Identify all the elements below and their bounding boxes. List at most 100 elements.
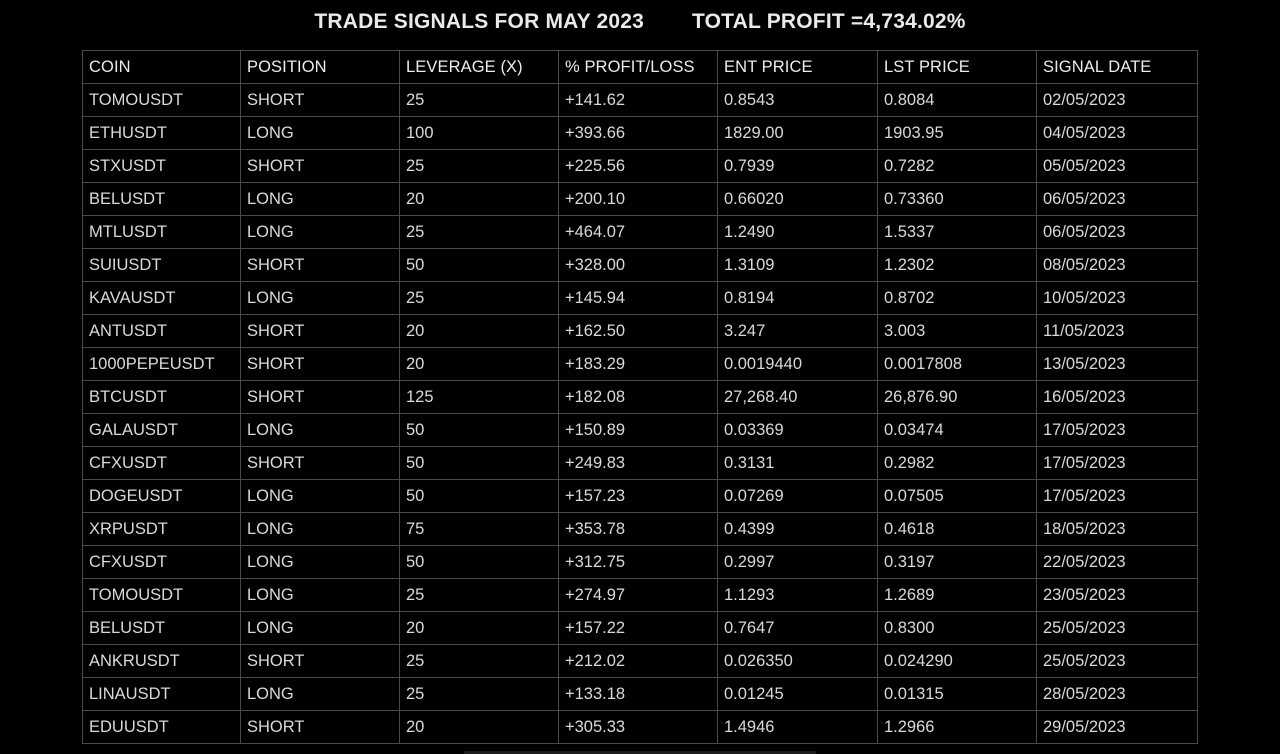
cell-position: SHORT [240, 380, 400, 414]
cell-lst-price: 0.03474 [877, 413, 1037, 447]
cell-position: SHORT [240, 644, 400, 678]
cell-position: LONG [240, 116, 400, 150]
cell-ent-price: 0.7647 [717, 611, 878, 645]
cell-position: LONG [240, 215, 400, 249]
cell-lst-price: 1.5337 [877, 215, 1037, 249]
table-row: STXUSDT SHORT 25 +225.56 0.7939 0.7282 05/05/2… [82, 149, 1198, 183]
cell-coin: DOGEUSDT [82, 479, 241, 513]
cell-coin: STXUSDT [82, 149, 241, 183]
cell-lst-price: 0.7282 [877, 149, 1037, 183]
cell-coin: GALAUSDT [82, 413, 241, 447]
table-row: MTLUSDT LONG 25 +464.07 1.2490 1.5337 06/05/20… [82, 215, 1198, 249]
cell-coin: EDUUSDT [82, 710, 241, 744]
cell-coin: LINAUSDT [82, 677, 241, 711]
cell-signal-date: 06/05/2023 [1036, 215, 1198, 249]
table-row: EDUUSDT SHORT 20 +305.33 1.4946 1.2966 29/05/2… [82, 710, 1198, 744]
cell-signal-date: 10/05/2023 [1036, 281, 1198, 315]
cell-ent-price: 0.0019440 [717, 347, 878, 381]
cell-lst-price: 26,876.90 [877, 380, 1037, 414]
cell-lst-price: 0.01315 [877, 677, 1037, 711]
cell-leverage: 20 [399, 182, 559, 216]
cell-lst-price: 0.3197 [877, 545, 1037, 579]
cell-profit-loss: +150.89 [558, 413, 718, 447]
cell-ent-price: 0.66020 [717, 182, 878, 216]
table-row: DOGEUSDT LONG 50 +157.23 0.07269 0.07505 17/05… [82, 479, 1198, 513]
cell-lst-price: 0.8084 [877, 83, 1037, 117]
cell-signal-date: 05/05/2023 [1036, 149, 1198, 183]
cell-leverage: 20 [399, 314, 559, 348]
cell-ent-price: 27,268.40 [717, 380, 878, 414]
cell-leverage: 100 [399, 116, 559, 150]
cell-signal-date: 29/05/2023 [1036, 710, 1198, 744]
cell-leverage: 25 [399, 215, 559, 249]
cell-ent-price: 1.4946 [717, 710, 878, 744]
cell-leverage: 25 [399, 83, 559, 117]
cell-lst-price: 1903.95 [877, 116, 1037, 150]
cell-profit-loss: +393.66 [558, 116, 718, 150]
column-header-coin: COIN [82, 50, 241, 84]
table-header: COIN POSITION LEVERAGE (X)% PROFIT/LOSS ENT… [82, 50, 1198, 84]
cell-coin: ANTUSDT [82, 314, 241, 348]
cell-profit-loss: +182.08 [558, 380, 718, 414]
cell-profit-loss: +464.07 [558, 215, 718, 249]
page-header: TRADE SIGNALS FOR MAY 2023 TOTAL PROFIT … [0, 0, 1280, 44]
cell-signal-date: 18/05/2023 [1036, 512, 1198, 546]
cell-position: SHORT [240, 149, 400, 183]
cell-profit-loss: +312.75 [558, 545, 718, 579]
cell-position: SHORT [240, 248, 400, 282]
cell-profit-loss: +157.22 [558, 611, 718, 645]
cell-coin: CFXUSDT [82, 545, 241, 579]
cell-profit-loss: +225.56 [558, 149, 718, 183]
cell-signal-date: 25/05/2023 [1036, 644, 1198, 678]
cell-coin: SUIUSDT [82, 248, 241, 282]
cell-signal-date: 11/05/2023 [1036, 314, 1198, 348]
cell-lst-price: 0.024290 [877, 644, 1037, 678]
cell-position: SHORT [240, 314, 400, 348]
column-header-leverage: LEVERAGE (X) [399, 50, 559, 84]
cell-leverage: 25 [399, 149, 559, 183]
cell-profit-loss: +212.02 [558, 644, 718, 678]
cell-lst-price: 0.8300 [877, 611, 1037, 645]
cell-profit-loss: +274.97 [558, 578, 718, 612]
cell-leverage: 50 [399, 413, 559, 447]
cell-profit-loss: +353.78 [558, 512, 718, 546]
cell-leverage: 125 [399, 380, 559, 414]
cell-lst-price: 3.003 [877, 314, 1037, 348]
cell-signal-date: 23/05/2023 [1036, 578, 1198, 612]
cell-leverage: 25 [399, 281, 559, 315]
cell-coin: TOMOUSDT [82, 83, 241, 117]
cell-signal-date: 25/05/2023 [1036, 611, 1198, 645]
cell-leverage: 50 [399, 545, 559, 579]
cell-profit-loss: +183.29 [558, 347, 718, 381]
table-row: BTCUSDT SHORT 125 +182.08 27,268.40 26,876.90… [82, 380, 1198, 414]
table-row: BELUSDT LONG 20 +200.10 0.66020 0.73360 06/05/… [82, 182, 1198, 216]
cell-position: LONG [240, 578, 400, 612]
cell-leverage: 75 [399, 512, 559, 546]
table-row: LINAUSDT LONG 25 +133.18 0.01245 0.01315 28/05… [82, 677, 1198, 711]
cell-coin: 1000PEPEUSDT [82, 347, 241, 381]
cell-lst-price: 1.2689 [877, 578, 1037, 612]
cell-leverage: 20 [399, 611, 559, 645]
cell-ent-price: 0.7939 [717, 149, 878, 183]
signals-table: COIN POSITION LEVERAGE (X)% PROFIT/LOSS ENT… [82, 50, 1198, 744]
cell-coin: XRPUSDT [82, 512, 241, 546]
cell-position: SHORT [240, 83, 400, 117]
cell-coin: ANKRUSDT [82, 644, 241, 678]
table-row: KAVAUSDT LONG 25 +145.94 0.8194 0.8702 10/05/2… [82, 281, 1198, 315]
cell-lst-price: 0.07505 [877, 479, 1037, 513]
header-row: COIN POSITION LEVERAGE (X)% PROFIT/LOSS ENT… [82, 50, 1198, 84]
table-row: TOMOUSDT LONG 25 +274.97 1.1293 1.2689 23/05/2… [82, 578, 1198, 612]
cell-signal-date: 17/05/2023 [1036, 479, 1198, 513]
cell-ent-price: 1.3109 [717, 248, 878, 282]
cell-profit-loss: +145.94 [558, 281, 718, 315]
column-header-lst-price: LST PRICE [877, 50, 1037, 84]
table-row: TOMOUSDT SHORT 25 +141.62 0.8543 0.8084 02/05/… [82, 83, 1198, 117]
cell-lst-price: 1.2302 [877, 248, 1037, 282]
cell-ent-price: 0.3131 [717, 446, 878, 480]
cell-signal-date: 28/05/2023 [1036, 677, 1198, 711]
cell-leverage: 25 [399, 644, 559, 678]
scroll-indicator [464, 751, 816, 754]
table-row: ANTUSDT SHORT 20 +162.50 3.247 3.003 11/05/202… [82, 314, 1198, 348]
cell-ent-price: 0.026350 [717, 644, 878, 678]
cell-ent-price: 0.01245 [717, 677, 878, 711]
